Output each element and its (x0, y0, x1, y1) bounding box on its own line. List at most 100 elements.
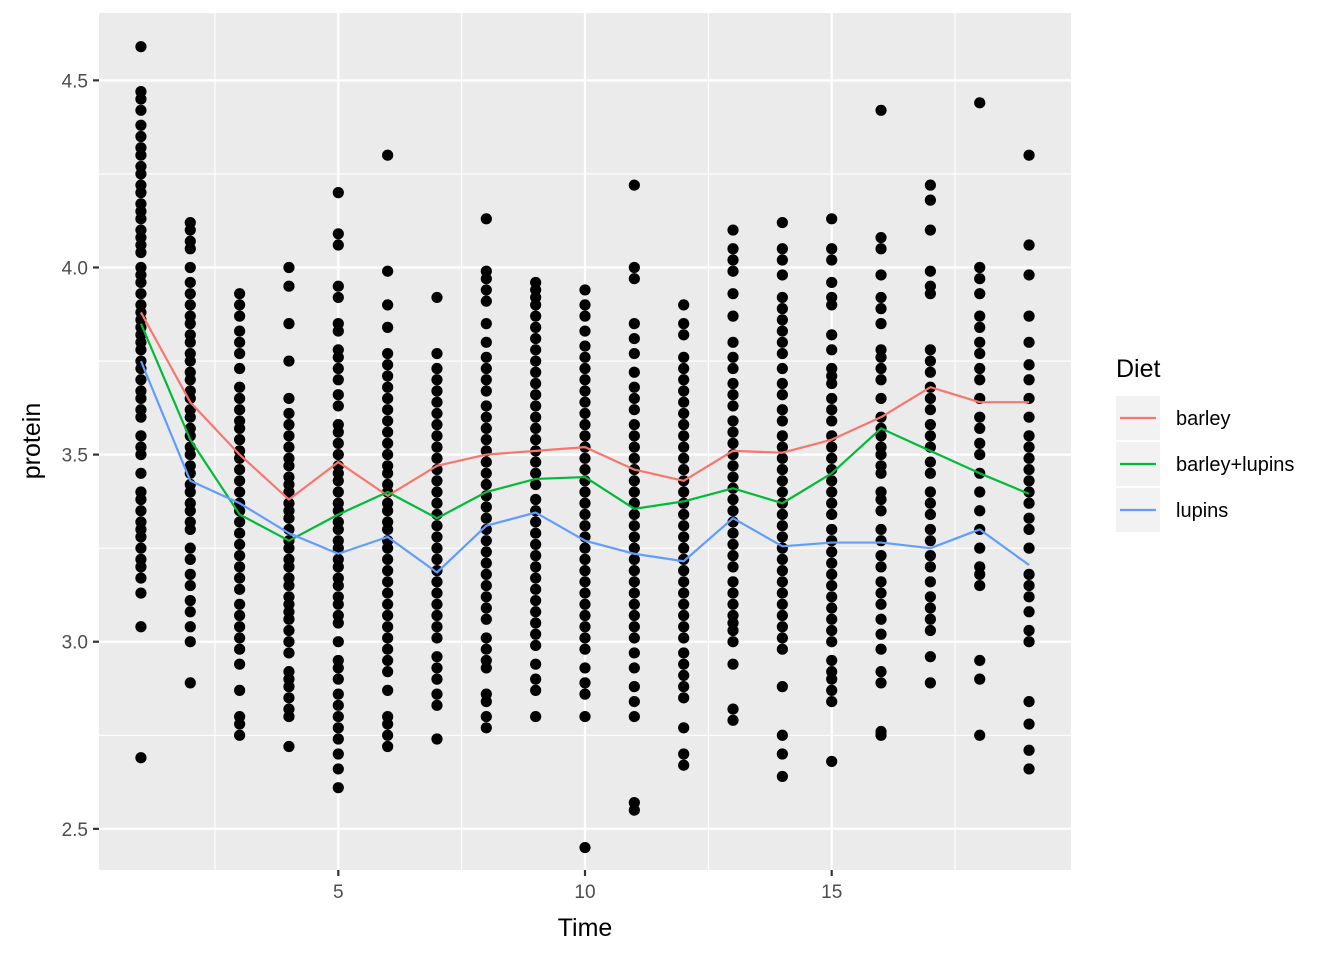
y-tick-label: 4.5 (62, 71, 88, 92)
data-point (530, 583, 542, 595)
data-point (628, 587, 640, 599)
data-point (776, 508, 788, 521)
data-point (431, 733, 443, 745)
data-point (332, 448, 344, 461)
data-point (530, 467, 542, 479)
data-point (530, 344, 542, 356)
data-point (1023, 579, 1035, 592)
data-point (579, 430, 591, 442)
data-point (431, 407, 443, 420)
data-point (332, 239, 344, 251)
data-point (530, 710, 542, 723)
data-point (530, 456, 542, 468)
data-point (924, 288, 936, 300)
series-line-barley (139, 311, 1030, 501)
data-point (431, 662, 443, 674)
data-point (530, 628, 542, 640)
data-point (382, 565, 394, 577)
data-point (875, 523, 887, 536)
data-point (283, 613, 295, 625)
data-point (776, 269, 788, 281)
data-point (628, 576, 640, 588)
data-point (727, 224, 739, 236)
series-line-lupins (139, 360, 1030, 574)
data-point (776, 463, 788, 476)
data-point (332, 187, 344, 199)
data-point (530, 527, 542, 539)
x-axis-title: Time (558, 914, 613, 942)
data-point (332, 542, 344, 554)
data-point (727, 336, 739, 348)
data-point (135, 448, 147, 461)
data-point (332, 280, 344, 292)
data-point (875, 243, 887, 255)
data-point (382, 666, 394, 678)
data-point (628, 565, 640, 577)
data-point (480, 512, 492, 524)
data-point (875, 318, 887, 330)
data-point (332, 400, 344, 412)
data-point (1023, 744, 1035, 756)
data-point (826, 636, 838, 648)
data-point (135, 149, 147, 161)
data-point (678, 463, 690, 476)
data-point (776, 314, 788, 326)
data-point (480, 422, 492, 435)
data-point (480, 643, 492, 655)
data-point (727, 377, 739, 390)
data-point (382, 576, 394, 588)
data-point (924, 591, 936, 603)
data-point (184, 374, 196, 386)
data-point (727, 624, 739, 637)
data-point (1023, 475, 1035, 487)
data-point (234, 505, 246, 517)
data-point (924, 497, 936, 509)
data-point (579, 385, 591, 397)
data-point (431, 609, 443, 622)
data-point (974, 729, 986, 741)
data-point (530, 493, 542, 506)
data-point (184, 411, 196, 423)
data-point (628, 662, 640, 674)
data-point (826, 497, 838, 509)
y-tick-label: 3.0 (62, 633, 88, 654)
data-point (135, 411, 147, 423)
legend-title: Diet (1116, 355, 1161, 383)
data-point (579, 632, 591, 644)
data-point (826, 441, 838, 453)
data-point (776, 254, 788, 266)
data-point (776, 336, 788, 348)
data-point (974, 362, 986, 375)
data-point (875, 303, 887, 315)
data-point (431, 452, 443, 464)
data-point (530, 594, 542, 607)
data-point (875, 535, 887, 547)
data-point (135, 505, 147, 517)
data-point (776, 243, 788, 255)
data-point (826, 463, 838, 476)
y-tick-label: 3.5 (62, 446, 88, 467)
data-point (234, 550, 246, 562)
data-point (530, 400, 542, 412)
data-point (1023, 695, 1035, 708)
data-point (184, 606, 196, 618)
data-point (431, 291, 443, 304)
data-point (332, 662, 344, 674)
data-point (678, 669, 690, 681)
data-point (628, 430, 640, 442)
data-point (332, 325, 344, 337)
data-point (579, 486, 591, 498)
data-point (924, 602, 936, 614)
data-point (776, 621, 788, 633)
data-point (382, 553, 394, 565)
data-point (579, 520, 591, 532)
data-point (776, 441, 788, 453)
data-point (530, 538, 542, 551)
data-point (382, 370, 394, 382)
data-point (628, 632, 640, 644)
data-point (332, 228, 344, 240)
data-point (530, 422, 542, 435)
data-point (678, 419, 690, 431)
data-point (826, 452, 838, 464)
data-point (184, 318, 196, 330)
